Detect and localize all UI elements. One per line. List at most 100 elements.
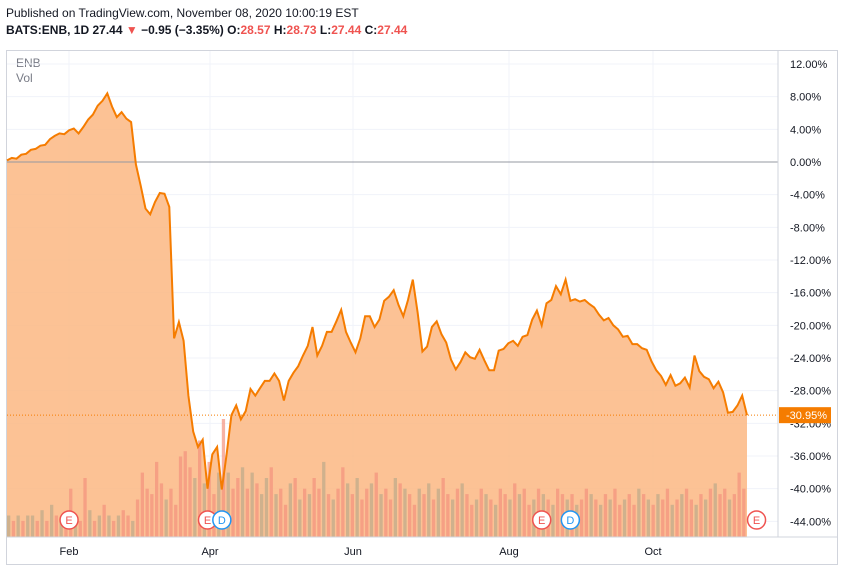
- chart-frame[interactable]: [6, 50, 838, 565]
- down-arrow-icon: ▼: [125, 23, 138, 37]
- volume-bar: [264, 478, 269, 537]
- volume-bar: [269, 467, 273, 537]
- volume-bar: [470, 504, 474, 537]
- volume-bar: [107, 515, 111, 537]
- legend-symbol: ENB: [16, 56, 41, 70]
- volume-bar: [346, 483, 350, 537]
- volume-bar: [474, 499, 479, 537]
- volume-bar: [164, 499, 168, 537]
- volume-bar: [331, 499, 335, 537]
- volume-bar: [303, 488, 307, 537]
- volume-bar: [78, 520, 82, 537]
- x-tick-label: Feb: [60, 546, 79, 558]
- published-line: Published on TradingView.com, November 0…: [6, 6, 359, 20]
- volume-bar: [121, 510, 125, 537]
- low-value: 27.44: [331, 23, 362, 37]
- volume-bar: [441, 478, 445, 537]
- last-price: 27.44: [92, 23, 123, 37]
- x-tick-label: Aug: [499, 546, 519, 558]
- volume-bar: [627, 494, 631, 537]
- volume-bar: [479, 488, 483, 537]
- volume-bar: [689, 499, 693, 537]
- volume-bar: [551, 504, 555, 537]
- y-tick-label: -24.00%: [790, 353, 831, 365]
- volume-bar: [684, 488, 689, 537]
- volume-bar: [255, 483, 259, 537]
- volume-bar: [178, 456, 183, 537]
- event-marker-label: E: [538, 515, 545, 527]
- volume-bar: [484, 494, 488, 537]
- event-marker-label: E: [204, 515, 211, 527]
- volume-bar: [422, 494, 426, 537]
- volume-bar: [727, 499, 732, 537]
- dividend-marker: [560, 510, 581, 530]
- volume-bar: [608, 499, 612, 537]
- volume-bar: [594, 499, 598, 537]
- volume-bar: [704, 499, 708, 537]
- y-tick-label: 12.00%: [790, 59, 828, 71]
- volume-bar: [341, 467, 345, 537]
- volume-bar: [651, 504, 655, 537]
- volume-bar: [498, 488, 502, 537]
- volume-bar: [556, 488, 560, 537]
- volume-bar: [59, 520, 63, 537]
- y-tick-label: -44.00%: [790, 516, 831, 528]
- volume-bar: [661, 499, 665, 537]
- volume-bar: [694, 504, 698, 537]
- volume-bar: [379, 494, 383, 537]
- volume-bar: [427, 483, 431, 537]
- x-tick-label: Oct: [644, 546, 661, 558]
- event-marker-label: E: [65, 515, 72, 527]
- y-tick-label: 4.00%: [790, 124, 821, 136]
- volume-bar: [326, 494, 331, 537]
- volume-bar: [169, 488, 173, 537]
- volume-bar: [150, 494, 154, 537]
- volume-bar: [737, 472, 741, 537]
- volume-bar: [174, 504, 178, 537]
- volume-bar: [30, 515, 35, 537]
- volume-bar: [54, 515, 58, 537]
- volume-bar: [599, 504, 603, 537]
- volume-bar: [45, 520, 49, 537]
- volume-bar: [245, 488, 249, 537]
- volume-bar: [11, 520, 16, 537]
- volume-bar: [307, 494, 312, 537]
- x-tick-label: Apr: [201, 546, 218, 558]
- volume-bar: [637, 488, 641, 537]
- y-tick-label: -12.00%: [790, 255, 831, 267]
- volume-bar: [312, 478, 316, 537]
- volume-bar: [102, 504, 106, 537]
- volume-bar: [398, 483, 402, 537]
- volume-bar: [517, 494, 522, 537]
- volume-bar: [202, 483, 206, 537]
- volume-bar: [665, 488, 670, 537]
- y-tick-label: -8.00%: [790, 222, 825, 234]
- volume-bar: [670, 504, 674, 537]
- volume-bar: [451, 499, 455, 537]
- volume-bar: [622, 499, 627, 537]
- volume-bar: [384, 488, 388, 537]
- volume-bar: [140, 472, 144, 537]
- volume-bar: [589, 494, 593, 537]
- volume-bar: [112, 520, 116, 537]
- volume-bar: [417, 488, 421, 537]
- volume-bar: [317, 488, 321, 537]
- high-label: H:: [273, 23, 287, 37]
- volume-bar: [97, 515, 101, 537]
- volume-bar: [40, 510, 44, 537]
- volume-bar: [293, 478, 297, 537]
- open-value: 28.57: [240, 23, 271, 37]
- volume-bar: [675, 499, 679, 537]
- close-label: C:: [364, 23, 378, 37]
- volume-bar: [16, 515, 20, 537]
- last-value-badge: [779, 407, 831, 424]
- price-area: [7, 93, 747, 538]
- volume-bar: [236, 478, 240, 537]
- earnings-marker: [59, 510, 79, 530]
- volume-bar: [369, 483, 374, 537]
- volume-bar: [642, 494, 646, 537]
- volume-bar: [408, 494, 412, 537]
- volume-bar: [159, 483, 164, 537]
- volume-bar: [183, 451, 187, 537]
